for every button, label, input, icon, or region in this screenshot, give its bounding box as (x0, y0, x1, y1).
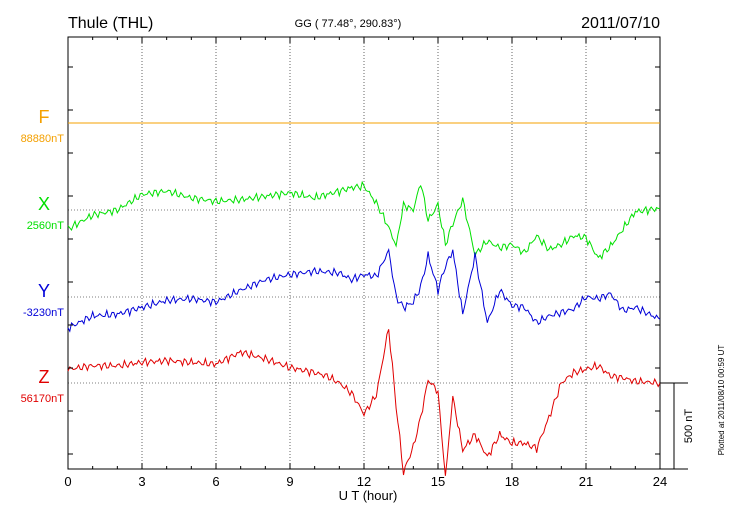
plot-date: 2011/07/10 (581, 15, 660, 32)
series-y-line (67, 248, 661, 333)
trace-group (67, 122, 661, 476)
x-tick-label: 0 (64, 474, 71, 489)
scale-bar-label: 500 nT (683, 409, 695, 444)
x-axis-label: U T (hour) (339, 488, 398, 503)
plotted-timestamp: Plotted at 2011/08/10 00:59 UT (717, 345, 726, 456)
x-axis: 0 3 6 9 12 15 18 21 24 (64, 37, 667, 489)
x-tick-label: 18 (505, 474, 519, 489)
series-x-name: X (38, 194, 50, 214)
series-y-baseline: -3230nT (23, 307, 64, 319)
series-y-name: Y (38, 281, 50, 301)
station-title: Thule (THL) (68, 15, 153, 32)
x-tick-label: 15 (431, 474, 445, 489)
series-x-baseline: 2560nT (27, 220, 65, 232)
grid-lines (68, 37, 660, 469)
x-tick-label: 3 (138, 474, 145, 489)
scale-bar: 500 nT (660, 382, 695, 470)
series-labels: F 88880nT X 2560nT Y -3230nT Z 56170nT (21, 107, 65, 405)
x-tick-label: 21 (579, 474, 593, 489)
x-tick-label: 9 (286, 474, 293, 489)
series-z-baseline: 56170nT (21, 393, 65, 405)
x-tick-label: 6 (212, 474, 219, 489)
series-x-line (67, 180, 661, 261)
series-f-name: F (39, 107, 50, 127)
series-z-line (67, 329, 661, 476)
x-tick-label: 12 (357, 474, 371, 489)
x-tick-label: 24 (653, 474, 667, 489)
series-f-baseline: 88880nT (21, 133, 65, 145)
series-z-name: Z (39, 367, 50, 387)
station-coordinates: GG ( 77.48°, 290.83°) (295, 18, 402, 30)
